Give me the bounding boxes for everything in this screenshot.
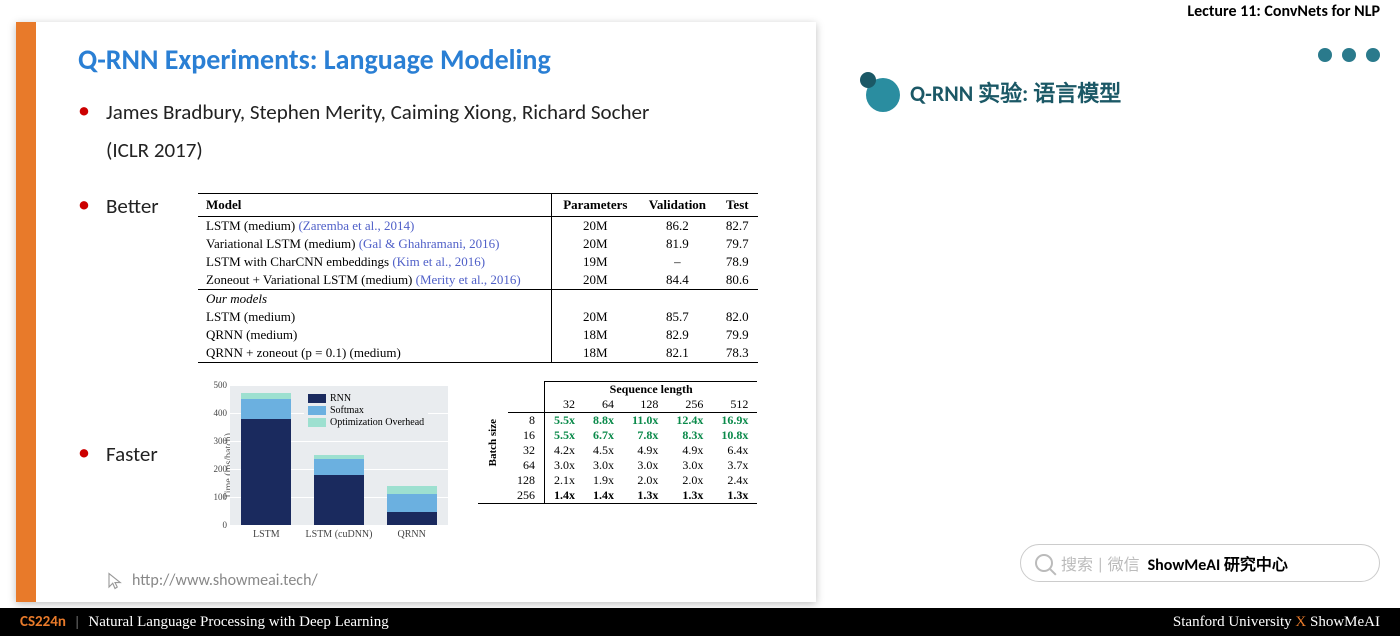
course-code: CS224n (20, 613, 66, 631)
search-hint: 搜索 | 微信 (1061, 551, 1140, 575)
bottom-bar: CS224n | Natural Language Processing wit… (0, 608, 1400, 636)
chinese-section-title: Q-RNN 实验: 语言模型 (860, 72, 1121, 112)
search-pill[interactable]: 搜索 | 微信 ShowMeAI 研究中心 (1020, 544, 1380, 582)
footer-url: http://www.showmeai.tech/ (132, 571, 318, 590)
timing-chart: Time (ms/batch) 0100200300400500LSTMLSTM… (198, 381, 458, 551)
speed-table-wrap: Batch sizeSequence length326412825651285… (478, 381, 757, 504)
org-stanford: Stanford University (1173, 614, 1292, 630)
lecture-label: Lecture 11: ConvNets for NLP (1187, 0, 1400, 24)
models-table: ModelParametersValidationTestLSTM (mediu… (198, 193, 758, 363)
slide-title: Q-RNN Experiments: Language Modeling (78, 42, 796, 77)
dots-decoration (1318, 48, 1380, 62)
speed-table: Batch sizeSequence length326412825651285… (478, 381, 757, 504)
cursor-icon (106, 572, 124, 590)
slide-footer: http://www.showmeai.tech/ (106, 571, 318, 590)
chart-plot: 0100200300400500LSTMLSTM (cuDNN)QRNNRNNS… (230, 385, 448, 525)
slide-accent (16, 22, 36, 602)
chinese-title-text: Q-RNN 实验: 语言模型 (910, 76, 1121, 108)
x-separator: X (1295, 614, 1306, 630)
org-showmeai: ShowMeAI (1310, 614, 1380, 630)
slide-card: Q-RNN Experiments: Language Modeling Jam… (16, 22, 816, 602)
course-subtitle: Natural Language Processing with Deep Le… (88, 614, 388, 630)
better-label: Better (78, 193, 198, 219)
faster-label: Faster (78, 441, 198, 467)
models-table-wrap: ModelParametersValidationTestLSTM (mediu… (198, 193, 796, 363)
authors-line2: (ICLR 2017) (78, 137, 796, 163)
page: Lecture 11: ConvNets for NLP Q-RNN 实验: 语… (0, 0, 1400, 608)
section-icon (860, 72, 900, 112)
search-icon (1035, 554, 1053, 572)
authors-bullet: James Bradbury, Stephen Merity, Caiming … (78, 99, 796, 125)
search-brand: ShowMeAI 研究中心 (1148, 551, 1288, 575)
